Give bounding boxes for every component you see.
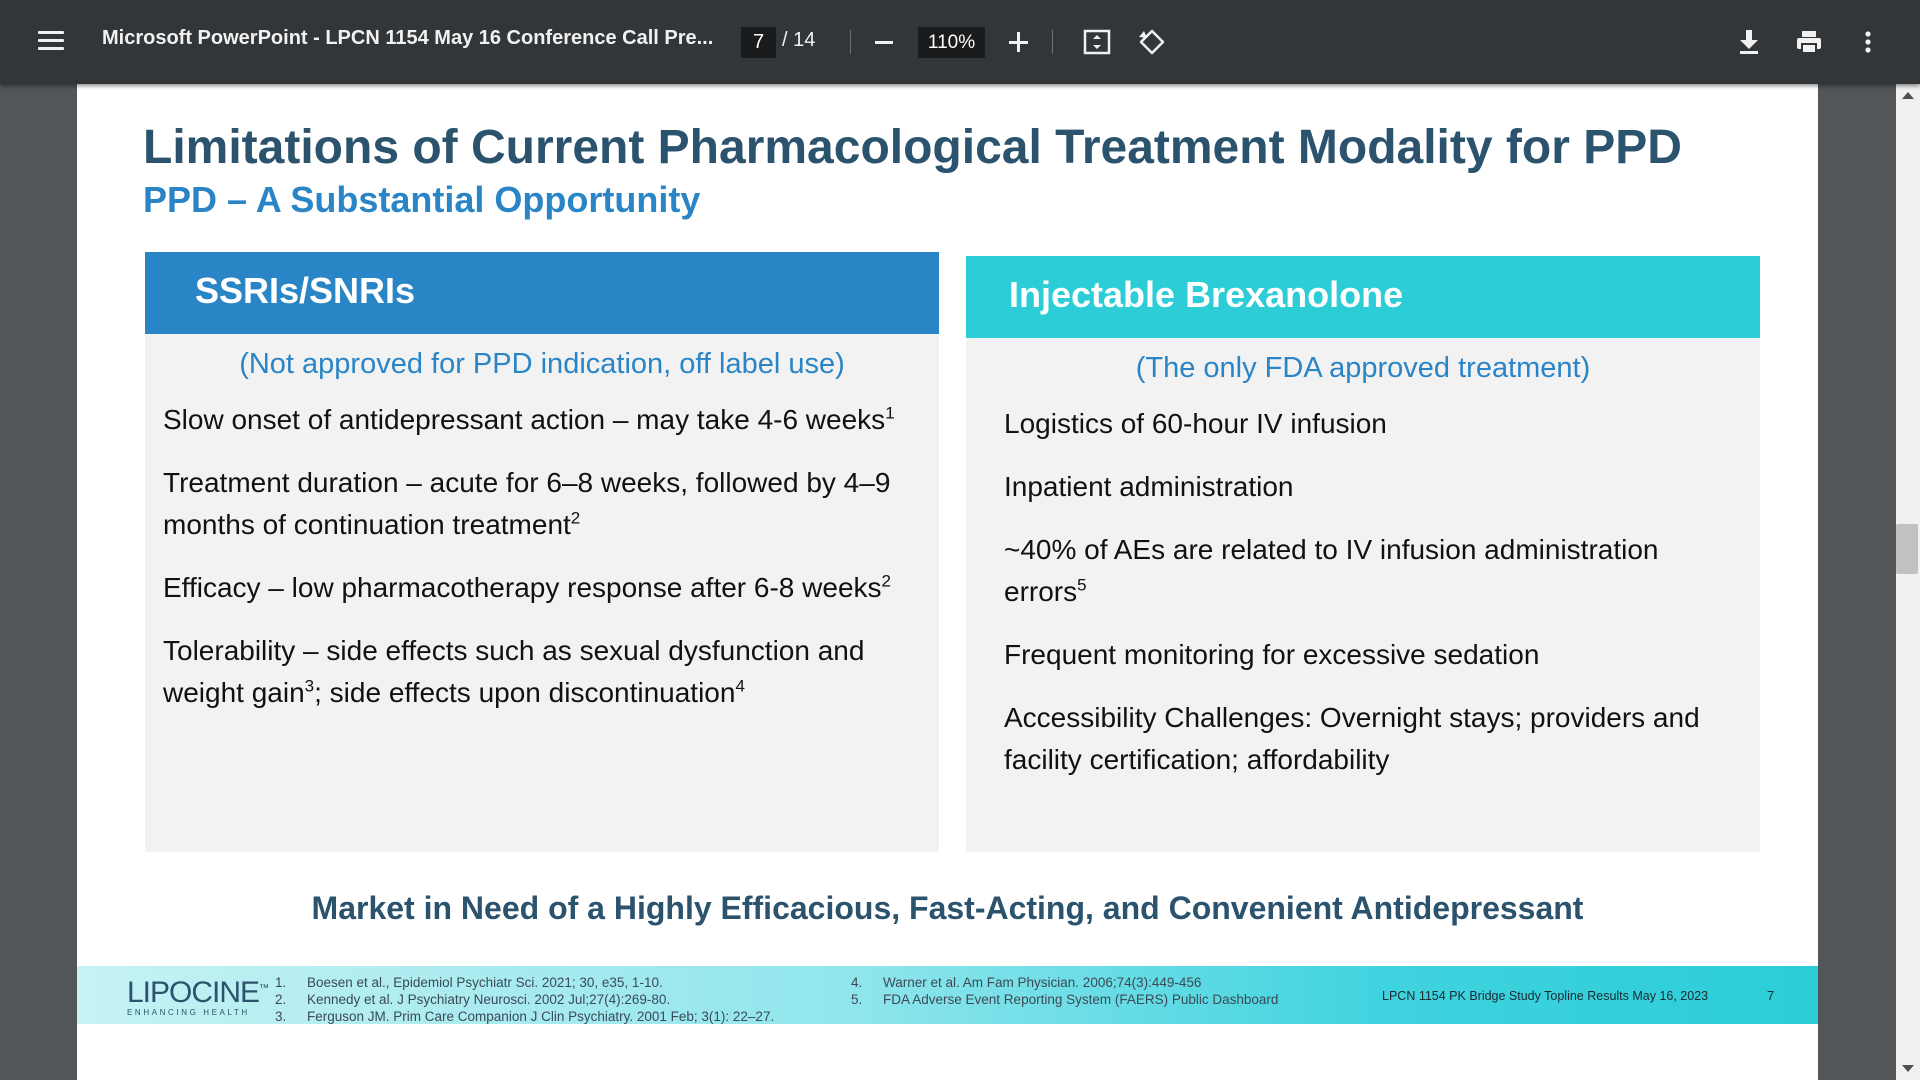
- list-item: Inpatient administration: [1004, 471, 1294, 502]
- bullet-list: Slow onset of antidepressant action – ma…: [145, 399, 939, 714]
- panel-note: (Not approved for PPD indication, off la…: [239, 348, 845, 380]
- scroll-up-icon[interactable]: [1902, 92, 1914, 99]
- references-list: 1. Boesen et al., Epidemiol Psychiatr Sci…: [275, 974, 774, 1025]
- list-item: Treatment duration – acute for 6–8 weeks…: [163, 467, 891, 540]
- list-item: Frequent monitoring for excessive sedati…: [1004, 639, 1540, 670]
- scroll-thumb[interactable]: [1896, 524, 1918, 574]
- panel-heading: SSRIs/SNRIs: [145, 252, 939, 334]
- print-icon[interactable]: [1795, 29, 1823, 55]
- references-list: 4. Warner et al. Am Fam Physician. 2006;7…: [851, 974, 1278, 1008]
- vertical-scrollbar[interactable]: [1896, 84, 1920, 1080]
- brexanolone-panel: Injectable Brexanolone (The only FDA app…: [966, 256, 1760, 852]
- toolbar-divider: [1052, 30, 1053, 54]
- list-item: Accessibility Challenges: Overnight stay…: [1004, 702, 1700, 775]
- lipocine-logo: LIPOCINE™ ENHANCING HEALTH: [127, 976, 269, 1018]
- reference-item: 5. FDA Adverse Event Reporting System (FA…: [851, 992, 1279, 1007]
- footnote-ref: 2: [570, 508, 581, 528]
- ssri-snri-panel: SSRIs/SNRIs (Not approved for PPD indica…: [145, 252, 939, 852]
- page-number-input[interactable]: 7: [741, 27, 776, 58]
- panel-heading: Injectable Brexanolone: [966, 256, 1760, 338]
- panel-note: (The only FDA approved treatment): [1135, 352, 1591, 384]
- reference-item: 4. Warner et al. Am Fam Physician. 2006;7…: [851, 975, 1202, 990]
- list-item: Logistics of 60-hour IV infusion: [1004, 408, 1387, 439]
- footer-document-label: LPCN 1154 PK Bridge Study Topline Result…: [1382, 989, 1709, 1003]
- list-item: Tolerability – side effects such as sexu…: [163, 635, 865, 708]
- slide-page-number: 7: [1767, 988, 1775, 1003]
- hamburger-menu-icon[interactable]: [34, 26, 68, 58]
- scroll-down-icon[interactable]: [1902, 1065, 1914, 1072]
- more-vert-icon[interactable]: [1862, 30, 1874, 56]
- download-icon[interactable]: [1737, 28, 1761, 56]
- footnote-ref: 1: [885, 403, 895, 423]
- footnote-ref: 5: [1077, 575, 1087, 595]
- document-title: Microsoft PowerPoint - LPCN 1154 May 16 …: [102, 27, 714, 49]
- reference-item: 1. Boesen et al., Epidemiol Psychiatr Sci…: [275, 975, 663, 990]
- slide-subtitle: PPD – A Substantial Opportunity: [143, 179, 701, 220]
- list-item: Slow onset of antidepressant action – ma…: [163, 403, 895, 435]
- slide-title: Limitations of Current Pharmacological T…: [143, 121, 1682, 174]
- toolbar-divider: [850, 30, 851, 54]
- page-total: / 14: [782, 29, 816, 51]
- pdf-viewer-toolbar: Microsoft PowerPoint - LPCN 1154 May 16 …: [0, 0, 1920, 84]
- slide-footer: LIPOCINE™ ENHANCING HEALTH 1. Boesen et a…: [77, 966, 1818, 1024]
- list-item: ~40% of AEs are related to IV infusion a…: [1004, 534, 1659, 607]
- list-item: Efficacy – low pharmacotherapy response …: [163, 571, 891, 603]
- reference-item: 2. Kennedy et al. J Psychiatry Neurosci. …: [275, 992, 671, 1007]
- reference-item: 3. Ferguson JM. Prim Care Companion J Cli…: [275, 1009, 775, 1024]
- fit-page-icon[interactable]: [1083, 29, 1111, 55]
- zoom-level-input[interactable]: 110%: [918, 27, 985, 58]
- footnote-ref: 2: [881, 571, 891, 591]
- footnote-ref: 3: [304, 676, 315, 696]
- zoom-in-icon[interactable]: [1007, 24, 1031, 60]
- rotate-icon[interactable]: [1137, 27, 1167, 57]
- slide-tagline: Market in Need of a Highly Efficacious, …: [311, 890, 1584, 926]
- pdf-page: Limitations of Current Pharmacological T…: [77, 84, 1818, 1080]
- bullet-list: Logistics of 60-hour IV infusion Inpatie…: [966, 403, 1760, 781]
- zoom-out-icon[interactable]: [873, 24, 897, 60]
- footnote-ref: 4: [735, 676, 745, 696]
